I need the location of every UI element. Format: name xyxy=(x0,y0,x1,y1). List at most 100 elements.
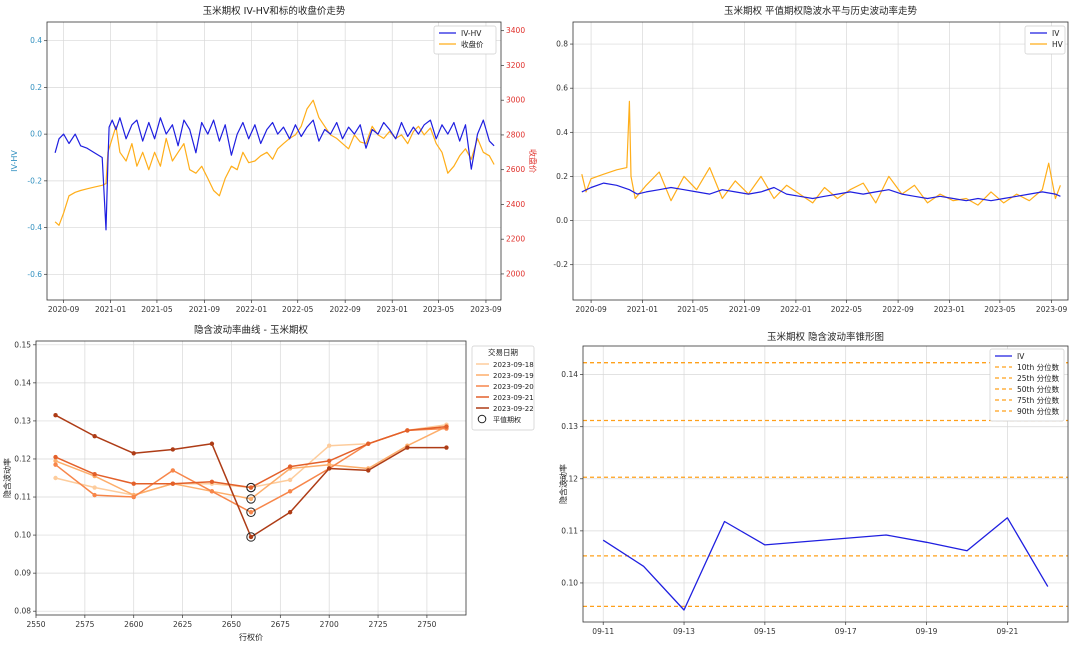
data-point xyxy=(248,496,254,502)
x-tick-label: 2022-09 xyxy=(882,305,914,314)
x-tick-label: 2750 xyxy=(417,620,436,629)
y-tick-label: 0.0 xyxy=(556,216,568,225)
x-tick-label: 2023-09 xyxy=(470,305,502,314)
x-tick-label: 09-17 xyxy=(835,627,857,636)
x-tick-label: 09-11 xyxy=(592,627,614,636)
data-point xyxy=(92,471,97,477)
data-point xyxy=(53,413,58,418)
legend-label: 90th 分位数 xyxy=(1017,406,1060,416)
legend-label: 10th 分位数 xyxy=(1017,362,1060,372)
legend-atm-marker xyxy=(477,414,487,424)
x-tick-label: 2020-09 xyxy=(575,305,607,314)
y-tick-label: 0.0 xyxy=(30,130,42,139)
x-tick-label: 2022-09 xyxy=(329,305,361,314)
series-line-iv xyxy=(581,182,1061,202)
data-point xyxy=(92,433,97,439)
plot-frame xyxy=(572,21,1069,301)
data-point xyxy=(405,428,410,433)
data-point xyxy=(209,479,215,485)
chart-iv-hv-close: 玉米期权 IV-HV和标的收盘价走势 2020-09 2021-01 2021-05 2… xyxy=(10,5,538,314)
data-point xyxy=(248,510,254,515)
y-tick-label: 0.10 xyxy=(561,578,578,587)
legend-label: HV xyxy=(1052,40,1064,49)
legend-label: 2023-09-20 xyxy=(493,383,534,391)
x-tick-label: 2625 xyxy=(173,620,192,629)
series-line-hv xyxy=(581,100,1061,206)
x-tick-label: 2021-09 xyxy=(729,305,761,314)
data-point xyxy=(53,475,58,481)
data-point xyxy=(92,492,97,498)
x-tick-label: 2575 xyxy=(75,620,94,629)
y-tick-label: -0.2 xyxy=(27,176,42,185)
data-point xyxy=(92,485,97,490)
y-tick-label: 0.6 xyxy=(556,84,568,93)
data-point xyxy=(326,466,332,471)
x-tick-label: 2675 xyxy=(271,620,290,629)
data-point xyxy=(170,481,176,486)
legend-label: IV xyxy=(1017,352,1025,361)
data-point xyxy=(131,494,136,500)
y-tick-label: -0.2 xyxy=(553,260,568,269)
y-tick-label: 0.2 xyxy=(30,83,42,92)
y2-tick-label: 2200 xyxy=(506,235,525,244)
data-point xyxy=(366,441,371,446)
y-tick-label: -0.6 xyxy=(27,270,42,279)
y-tick-label: 0.14 xyxy=(14,378,31,387)
y-tick-label: 0.11 xyxy=(561,526,578,535)
y2-tick-label: 2400 xyxy=(506,200,525,209)
legend-label: 75th 分位数 xyxy=(1017,395,1060,405)
y-axis-label: IV-HV xyxy=(10,150,19,172)
x-tick-label: 09-21 xyxy=(996,627,1018,636)
data-point xyxy=(209,441,215,446)
y-tick-label: 0.4 xyxy=(30,36,42,45)
data-point xyxy=(326,462,332,467)
y-tick-label: 0.08 xyxy=(14,607,31,616)
x-tick-label: 2550 xyxy=(26,620,45,629)
x-tick-label: 2022-01 xyxy=(780,305,812,314)
legend-title: 交易日期 xyxy=(488,347,518,357)
x-tick-label: 2023-09 xyxy=(1036,305,1068,314)
y-axis-label: 隐含波动率 xyxy=(2,458,12,498)
y-tick-label: 0.8 xyxy=(556,40,568,49)
data-point xyxy=(287,510,293,515)
plot-frame xyxy=(35,340,467,616)
y-tick-label: 0.12 xyxy=(561,474,578,483)
y2-tick-label: 3000 xyxy=(506,96,525,105)
x-tick-label: 2021-05 xyxy=(141,305,173,314)
x-tick-label: 2020-09 xyxy=(48,305,80,314)
x-tick-label: 2022-01 xyxy=(236,305,268,314)
y-axis-label: 隐含波动率 xyxy=(558,464,568,504)
legend-label: IV xyxy=(1052,29,1060,38)
chart-vol-cone: 玉米期权 隐含波动率锥形图 09-11 09-13 09-15 09-17 09-19 09… xyxy=(558,331,1069,636)
x-tick-label: 2021-01 xyxy=(95,305,127,314)
legend-label: 2023-09-19 xyxy=(493,372,534,380)
x-tick-label: 2725 xyxy=(368,620,387,629)
y-tick-label: 0.2 xyxy=(556,172,568,181)
x-tick-label: 2023-01 xyxy=(377,305,409,314)
chart-smile: 隐含波动率曲线 - 玉米期权 2550 2575 2600 2625 2650 2675 27… xyxy=(2,324,535,642)
series-line-close xyxy=(54,99,495,226)
atm-marker xyxy=(246,494,256,504)
data-point xyxy=(287,464,293,469)
legend-label: 25th 分位数 xyxy=(1017,373,1060,383)
legend-label: IV-HV xyxy=(461,29,482,38)
data-point xyxy=(287,489,293,494)
x-tick-label: 2023-05 xyxy=(423,305,455,314)
series-line-iv-hv xyxy=(54,117,495,231)
y2-tick-label: 3400 xyxy=(506,26,525,35)
plot-frame xyxy=(582,345,1069,623)
data-point xyxy=(287,477,293,483)
chart-title: 玉米期权 平值期权隐波水平与历史波动率走势 xyxy=(724,5,918,17)
y-tick-label: 0.13 xyxy=(14,416,31,425)
chart-title: 玉米期权 IV-HV和标的收盘价走势 xyxy=(203,5,346,17)
data-point xyxy=(131,451,136,456)
x-tick-label: 2022-05 xyxy=(282,305,314,314)
y-tick-label: 0.09 xyxy=(14,569,31,578)
data-point xyxy=(131,481,136,486)
y-tick-label: 0.14 xyxy=(561,370,578,379)
series-line-iv xyxy=(602,517,1049,611)
data-point xyxy=(170,468,176,473)
y-tick-label: 0.15 xyxy=(14,340,31,349)
data-point xyxy=(209,489,215,494)
